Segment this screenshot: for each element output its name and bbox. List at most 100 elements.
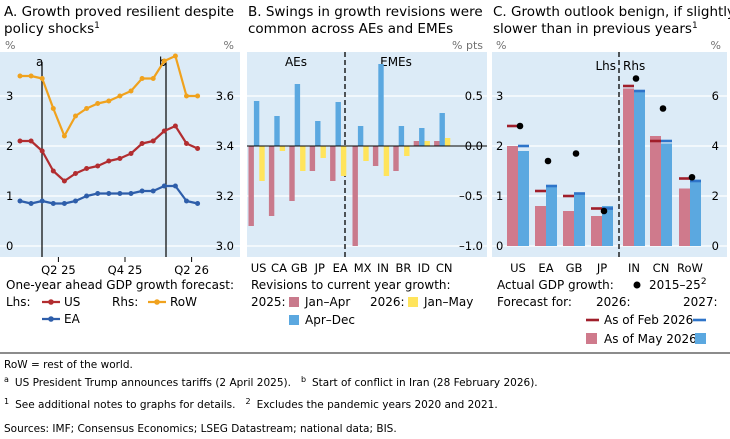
bar-jan-may-2026-id (424, 141, 430, 146)
data-point-ea (39, 198, 45, 204)
panel-c-title-line1: C. Growth outlook benign, if slightly (493, 4, 730, 20)
data-point-row (161, 58, 167, 64)
footnote-2-marker: 2 (245, 397, 250, 406)
data-point-ea (128, 191, 134, 196)
dot-actual-cn (659, 105, 667, 112)
footnote-row-definition: RoW = rest of the world. (4, 359, 133, 371)
data-point-us (161, 128, 167, 134)
bar-jan-apr-2025-br (393, 146, 399, 171)
bar-may-2027-in (634, 91, 645, 246)
panel-b-legend-title: Revisions to current year growth: (251, 278, 451, 292)
data-point-row (128, 88, 134, 94)
category-label: MX (354, 261, 372, 275)
data-point-row (139, 76, 145, 81)
data-point-ea (106, 191, 112, 196)
left-tick-label: 0 (496, 239, 503, 253)
panel-a-legend-title: One-year ahead GDP growth forecast: (6, 278, 234, 292)
data-point-ea (161, 183, 167, 189)
data-point-us (50, 168, 56, 174)
bar-jan-apr-2025-cn (434, 141, 440, 146)
footnote-a-text: US President Trump announces tariffs (2 … (15, 377, 291, 389)
dot-actual-ea (544, 157, 552, 165)
bar-apr-dec-2025-jp (315, 121, 321, 146)
legend-ea-marker (48, 316, 54, 322)
data-point-us (172, 123, 178, 129)
bar-jan-may-2026-us (259, 146, 265, 181)
bar-jan-apr-2025-jp (309, 146, 316, 171)
x-tick-label: Q4 25 (108, 263, 143, 277)
group-emes-label: EMEs (380, 55, 412, 69)
bar-jan-may-2026-gb (300, 146, 306, 171)
data-point-us (73, 171, 78, 176)
category-label: JP (596, 261, 607, 275)
bar-jan-apr-2025-id (413, 141, 420, 146)
legend-actual-years: 2015–25 (649, 278, 701, 292)
bar-apr-dec-2025-mx (357, 126, 364, 146)
data-point-row (150, 76, 156, 81)
legend-row-label: RoW (170, 295, 197, 309)
bar-apr-dec-2025-us (253, 101, 260, 146)
bar-may-2026-row (679, 188, 690, 246)
data-point-ea (73, 198, 78, 204)
panel-c-title-line2: slower than in previous years (493, 21, 692, 37)
panel-b-title-line1: B. Swings in growth revisions were (248, 4, 483, 20)
bar-jan-may-2026-br (404, 146, 410, 156)
category-label: IN (377, 261, 389, 275)
legend-ea-label: EA (64, 312, 81, 326)
data-point-row (50, 106, 56, 111)
panel-c-legend-forecast: Forecast for: (497, 295, 572, 309)
bar-jan-may-2026-cn (444, 138, 451, 146)
data-point-ea (50, 201, 56, 206)
footnote-b-marker: b (301, 375, 306, 384)
data-point-ea (61, 201, 67, 206)
data-point-row (73, 113, 78, 119)
dot-actual-row (688, 173, 696, 181)
panel-b: B. Swings in growth revisions were commo… (247, 4, 487, 327)
category-label: EA (538, 261, 553, 275)
x-tick-label: Q2 25 (41, 263, 76, 277)
panel-c-legend-actual: Actual GDP growth: (497, 278, 614, 292)
data-point-row (61, 133, 67, 139)
legend-actual-sup: 2 (701, 277, 707, 287)
y-tick-label: –0.5 (459, 189, 483, 203)
data-point-row (39, 76, 45, 81)
left-tick-label: 2 (6, 139, 13, 153)
data-point-us (106, 158, 112, 164)
bar-apr-dec-2025-in (378, 64, 384, 146)
data-point-ea (150, 188, 156, 194)
panel-b-legend-2026: 2026: (370, 295, 405, 309)
panel-c: C. Growth outlook benign, if slightly sl… (492, 4, 730, 346)
dot-actual-us (516, 122, 524, 130)
data-point-us (139, 141, 145, 146)
category-label: ID (418, 261, 430, 275)
data-point-ea (184, 198, 189, 204)
data-point-ea (172, 183, 178, 189)
footnote-a-marker: a (4, 375, 9, 384)
panel-a-left-unit: % (5, 39, 15, 52)
right-tick-label: 4 (712, 139, 719, 153)
dot-actual-gb (572, 150, 580, 157)
left-tick-label: 0 (6, 239, 13, 253)
data-point-ea (84, 193, 90, 199)
group-aes-label: AEs (285, 55, 307, 69)
category-label: CA (271, 261, 287, 275)
footnote-sources: Sources: IMF; Consensus Economics; LSEG … (4, 423, 397, 435)
legend-may-label: As of May 2026 (604, 332, 697, 346)
svg-text:slower than in previous years1: slower than in previous years1 (493, 21, 698, 37)
data-point-row (117, 93, 123, 99)
bar-jan-apr-2025-mx (352, 146, 358, 246)
bar-may-2027-cn (661, 143, 672, 246)
legend-may-2026-swatch (586, 333, 597, 344)
category-label: CN (436, 261, 453, 275)
right-tick-label: 2 (712, 189, 719, 203)
event-a-label: a (36, 55, 43, 69)
data-point-us (117, 156, 123, 161)
dot-actual-in (632, 75, 640, 82)
bar-apr-dec-2025-ca (274, 116, 280, 146)
panel-c-title-sup: 1 (692, 21, 698, 31)
data-point-row (106, 98, 112, 104)
panel-a-title-sup: 1 (94, 21, 100, 31)
rhs-label: Rhs (623, 59, 645, 73)
panel-b-right-unit: % pts (452, 39, 483, 52)
